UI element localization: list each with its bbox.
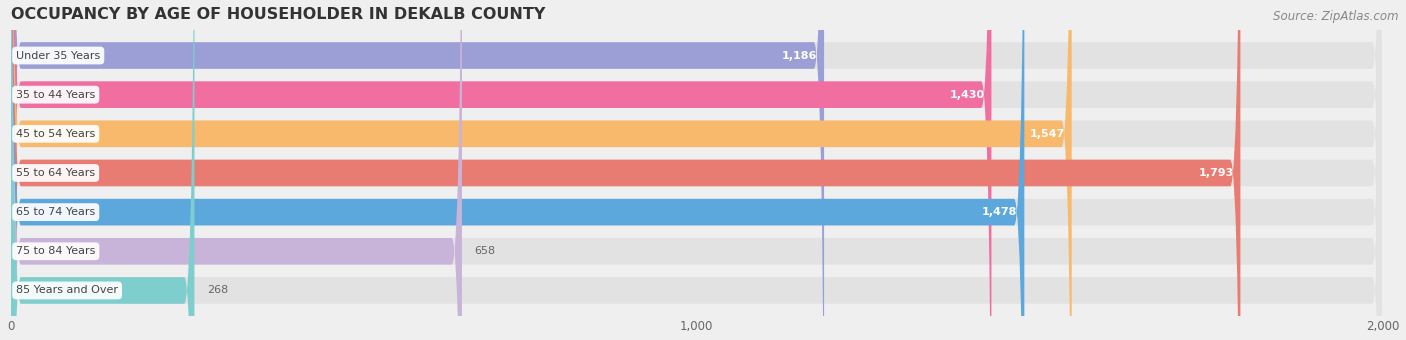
Text: Source: ZipAtlas.com: Source: ZipAtlas.com <box>1274 10 1399 23</box>
FancyBboxPatch shape <box>11 0 1382 340</box>
Text: 1,430: 1,430 <box>949 90 984 100</box>
Text: OCCUPANCY BY AGE OF HOUSEHOLDER IN DEKALB COUNTY: OCCUPANCY BY AGE OF HOUSEHOLDER IN DEKAL… <box>11 7 546 22</box>
FancyBboxPatch shape <box>11 0 991 340</box>
Text: 658: 658 <box>474 246 495 256</box>
Text: Under 35 Years: Under 35 Years <box>15 51 100 61</box>
Text: 1,793: 1,793 <box>1198 168 1233 178</box>
Text: 65 to 74 Years: 65 to 74 Years <box>15 207 96 217</box>
FancyBboxPatch shape <box>11 0 1382 340</box>
Text: 1,186: 1,186 <box>782 51 817 61</box>
Text: 1,547: 1,547 <box>1029 129 1064 139</box>
Text: 45 to 54 Years: 45 to 54 Years <box>15 129 96 139</box>
FancyBboxPatch shape <box>11 0 463 340</box>
FancyBboxPatch shape <box>11 0 1382 340</box>
FancyBboxPatch shape <box>11 0 1025 340</box>
FancyBboxPatch shape <box>11 0 194 340</box>
Text: 35 to 44 Years: 35 to 44 Years <box>15 90 96 100</box>
Text: 55 to 64 Years: 55 to 64 Years <box>15 168 96 178</box>
FancyBboxPatch shape <box>11 0 1382 340</box>
FancyBboxPatch shape <box>11 0 1071 340</box>
Text: 75 to 84 Years: 75 to 84 Years <box>15 246 96 256</box>
FancyBboxPatch shape <box>11 0 824 340</box>
FancyBboxPatch shape <box>11 0 1382 340</box>
FancyBboxPatch shape <box>11 0 1382 340</box>
FancyBboxPatch shape <box>11 0 1240 340</box>
FancyBboxPatch shape <box>11 0 1382 340</box>
Text: 268: 268 <box>207 286 228 295</box>
Text: 1,478: 1,478 <box>983 207 1018 217</box>
Text: 85 Years and Over: 85 Years and Over <box>15 286 118 295</box>
